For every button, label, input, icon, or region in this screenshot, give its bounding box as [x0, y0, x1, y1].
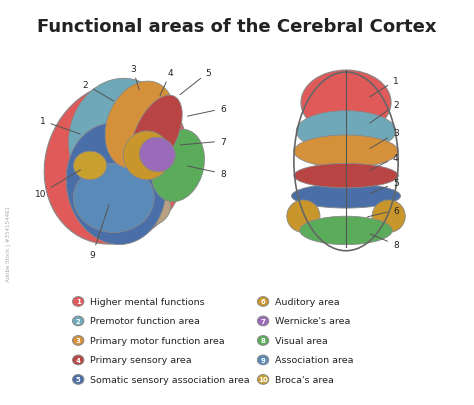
Text: 4: 4 — [370, 153, 399, 171]
Text: 9: 9 — [90, 205, 109, 260]
Circle shape — [257, 316, 269, 326]
Text: 5: 5 — [180, 68, 211, 96]
Text: 1: 1 — [76, 299, 81, 305]
Ellipse shape — [123, 186, 171, 227]
Text: 6: 6 — [368, 206, 399, 217]
Ellipse shape — [287, 200, 320, 233]
Text: 2: 2 — [370, 101, 399, 124]
Ellipse shape — [151, 130, 204, 202]
Ellipse shape — [66, 124, 166, 245]
Text: Primary sensory area: Primary sensory area — [90, 356, 191, 364]
Ellipse shape — [139, 138, 175, 172]
Text: 3: 3 — [370, 129, 399, 149]
Text: 1: 1 — [40, 117, 80, 135]
Circle shape — [73, 336, 84, 345]
Text: 6: 6 — [188, 105, 226, 117]
Text: Somatic sensory association area: Somatic sensory association area — [90, 375, 250, 384]
Text: 5: 5 — [76, 377, 81, 382]
Text: 8: 8 — [370, 234, 399, 249]
Text: Visual area: Visual area — [275, 336, 328, 345]
Ellipse shape — [292, 184, 401, 209]
Ellipse shape — [44, 83, 188, 245]
Text: 4: 4 — [76, 357, 81, 363]
Circle shape — [257, 297, 269, 307]
Text: 6: 6 — [261, 299, 265, 305]
Text: 8: 8 — [261, 338, 265, 343]
Text: 10: 10 — [35, 171, 81, 199]
Text: 3: 3 — [76, 338, 81, 343]
Ellipse shape — [123, 132, 171, 180]
Circle shape — [73, 297, 84, 307]
Text: Primary motor function area: Primary motor function area — [90, 336, 225, 345]
Text: Adobe Stock | #354154461: Adobe Stock | #354154461 — [6, 205, 11, 281]
Text: 2: 2 — [76, 318, 81, 324]
Circle shape — [73, 375, 84, 384]
Ellipse shape — [131, 96, 182, 173]
Text: 7: 7 — [181, 137, 226, 146]
Ellipse shape — [301, 71, 391, 136]
Ellipse shape — [294, 164, 398, 188]
Ellipse shape — [69, 79, 173, 200]
Text: 8: 8 — [188, 166, 226, 179]
Text: 1: 1 — [370, 77, 399, 98]
Text: Broca's area: Broca's area — [275, 375, 334, 384]
Ellipse shape — [130, 209, 149, 237]
Text: 4: 4 — [160, 68, 173, 97]
Text: Association area: Association area — [275, 356, 354, 364]
Ellipse shape — [73, 152, 107, 180]
Text: Premotor function area: Premotor function area — [90, 317, 200, 326]
Circle shape — [257, 375, 269, 384]
Text: 5: 5 — [370, 179, 399, 194]
Text: Functional areas of the Cerebral Cortex: Functional areas of the Cerebral Cortex — [37, 18, 437, 36]
Circle shape — [73, 316, 84, 326]
Text: 9: 9 — [261, 357, 265, 363]
Ellipse shape — [73, 164, 154, 233]
Circle shape — [257, 355, 269, 365]
Text: 7: 7 — [261, 318, 265, 324]
Ellipse shape — [372, 200, 405, 233]
Ellipse shape — [296, 111, 396, 152]
Text: Higher mental functions: Higher mental functions — [90, 297, 205, 306]
Text: 3: 3 — [130, 64, 139, 90]
Text: Wernicke's area: Wernicke's area — [275, 317, 350, 326]
Text: Auditory area: Auditory area — [275, 297, 339, 306]
Circle shape — [257, 336, 269, 345]
Text: 2: 2 — [82, 81, 114, 102]
Text: 10: 10 — [258, 377, 268, 382]
Circle shape — [73, 355, 84, 365]
Ellipse shape — [294, 136, 398, 168]
Ellipse shape — [105, 82, 174, 169]
Ellipse shape — [300, 217, 392, 245]
